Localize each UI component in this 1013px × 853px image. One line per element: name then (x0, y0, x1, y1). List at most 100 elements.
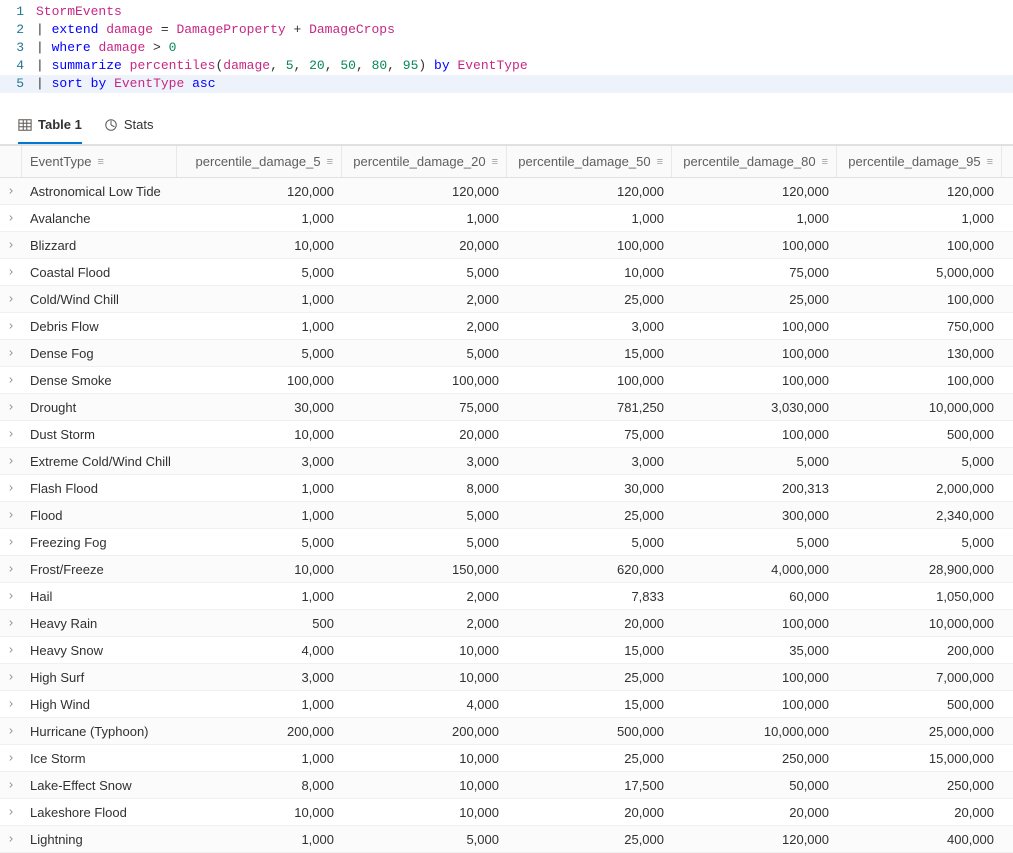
row-expander[interactable] (0, 718, 22, 744)
table-row[interactable]: Avalanche1,0001,0001,0001,0001,000 (0, 205, 1013, 232)
table-row[interactable]: High Surf3,00010,00025,000100,0007,000,0… (0, 664, 1013, 691)
table-row[interactable]: Freezing Fog5,0005,0005,0005,0005,000 (0, 529, 1013, 556)
cell: Lightning (22, 826, 177, 852)
row-expander[interactable] (0, 529, 22, 555)
table-row[interactable]: Hurricane (Typhoon)200,000200,000500,000… (0, 718, 1013, 745)
cell: 5,000 (672, 448, 837, 474)
table-row[interactable]: Cold/Wind Chill1,0002,00025,00025,000100… (0, 286, 1013, 313)
table-row[interactable]: Heavy Rain5002,00020,000100,00010,000,00… (0, 610, 1013, 637)
table-row[interactable]: Drought30,00075,000781,2503,030,00010,00… (0, 394, 1013, 421)
tab-stats-label: Stats (124, 117, 154, 132)
row-expander[interactable] (0, 259, 22, 285)
table-row[interactable]: Coastal Flood5,0005,00010,00075,0005,000… (0, 259, 1013, 286)
code-line[interactable]: 5| sort by EventType asc (0, 75, 1013, 93)
row-expander[interactable] (0, 637, 22, 663)
row-expander[interactable] (0, 340, 22, 366)
table-row[interactable]: Hail1,0002,0007,83360,0001,050,000 (0, 583, 1013, 610)
cell: 35,000 (672, 637, 837, 663)
column-menu-icon[interactable]: ≡ (492, 156, 498, 168)
row-expander[interactable] (0, 772, 22, 798)
query-editor[interactable]: 1StormEvents2| extend damage = DamagePro… (0, 0, 1013, 101)
cell: 10,000 (342, 664, 507, 690)
table-row[interactable]: Heavy Snow4,00010,00015,00035,000200,000 (0, 637, 1013, 664)
row-expander[interactable] (0, 232, 22, 258)
row-expander[interactable] (0, 556, 22, 582)
column-menu-icon[interactable]: ≡ (657, 156, 663, 168)
code-content[interactable]: | where damage > 0 (36, 39, 176, 57)
expander-col (0, 146, 22, 177)
row-expander[interactable] (0, 691, 22, 717)
row-expander[interactable] (0, 313, 22, 339)
row-expander[interactable] (0, 745, 22, 771)
table-row[interactable]: Blizzard10,00020,000100,000100,000100,00… (0, 232, 1013, 259)
table-row[interactable]: Frost/Freeze10,000150,000620,0004,000,00… (0, 556, 1013, 583)
row-expander[interactable] (0, 448, 22, 474)
code-content[interactable]: | extend damage = DamageProperty + Damag… (36, 21, 395, 39)
code-line[interactable]: 2| extend damage = DamageProperty + Dama… (0, 21, 1013, 39)
row-expander[interactable] (0, 475, 22, 501)
column-header[interactable]: percentile_damage_50≡ (507, 146, 672, 177)
stats-icon (104, 118, 118, 132)
column-header[interactable]: percentile_damage_95≡ (837, 146, 1002, 177)
cell: 20,000 (342, 232, 507, 258)
table-row[interactable]: Flood1,0005,00025,000300,0002,340,000 (0, 502, 1013, 529)
column-header[interactable]: percentile_damage_80≡ (672, 146, 837, 177)
row-expander[interactable] (0, 664, 22, 690)
column-menu-icon[interactable]: ≡ (987, 156, 993, 168)
code-line[interactable]: 3| where damage > 0 (0, 39, 1013, 57)
table-row[interactable]: Debris Flow1,0002,0003,000100,000750,000 (0, 313, 1013, 340)
table-row[interactable]: Ice Storm1,00010,00025,000250,00015,000,… (0, 745, 1013, 772)
row-expander[interactable] (0, 502, 22, 528)
tab-stats[interactable]: Stats (104, 115, 154, 144)
line-number: 4 (0, 57, 36, 75)
cell: 3,000 (507, 448, 672, 474)
code-line[interactable]: 1StormEvents (0, 3, 1013, 21)
cell: 3,000 (342, 448, 507, 474)
table-row[interactable]: Extreme Cold/Wind Chill3,0003,0003,0005,… (0, 448, 1013, 475)
cell: 100,000 (672, 421, 837, 447)
cell: 10,000,000 (837, 610, 1002, 636)
table-row[interactable]: Flash Flood1,0008,00030,000200,3132,000,… (0, 475, 1013, 502)
cell: 10,000,000 (837, 394, 1002, 420)
row-expander[interactable] (0, 610, 22, 636)
cell: 5,000 (837, 529, 1002, 555)
row-expander[interactable] (0, 178, 22, 204)
code-content[interactable]: | sort by EventType asc (36, 75, 216, 93)
column-menu-icon[interactable]: ≡ (97, 156, 103, 168)
row-expander[interactable] (0, 205, 22, 231)
cell: 500,000 (837, 691, 1002, 717)
table-row[interactable]: Dense Smoke100,000100,000100,000100,0001… (0, 367, 1013, 394)
cell: 25,000 (507, 502, 672, 528)
column-header[interactable]: EventType≡ (22, 146, 177, 177)
cell: Dense Smoke (22, 367, 177, 393)
code-line[interactable]: 4| summarize percentiles(damage, 5, 20, … (0, 57, 1013, 75)
row-expander[interactable] (0, 286, 22, 312)
row-expander[interactable] (0, 826, 22, 852)
row-expander[interactable] (0, 367, 22, 393)
code-content[interactable]: StormEvents (36, 3, 122, 21)
row-expander[interactable] (0, 421, 22, 447)
column-menu-icon[interactable]: ≡ (822, 156, 828, 168)
tab-table[interactable]: Table 1 (18, 115, 82, 144)
code-content[interactable]: | summarize percentiles(damage, 5, 20, 5… (36, 57, 528, 75)
column-header[interactable]: percentile_damage_20≡ (342, 146, 507, 177)
cell: 100,000 (837, 367, 1002, 393)
row-expander[interactable] (0, 799, 22, 825)
column-menu-icon[interactable]: ≡ (327, 156, 333, 168)
table-row[interactable]: High Wind1,0004,00015,000100,000500,000 (0, 691, 1013, 718)
column-header[interactable]: percentile_damage_5≡ (177, 146, 342, 177)
table-row[interactable]: Dense Fog5,0005,00015,000100,000130,000 (0, 340, 1013, 367)
table-row[interactable]: Astronomical Low Tide120,000120,000120,0… (0, 178, 1013, 205)
table-row[interactable]: Dust Storm10,00020,00075,000100,000500,0… (0, 421, 1013, 448)
row-expander[interactable] (0, 394, 22, 420)
row-expander[interactable] (0, 583, 22, 609)
cell: 1,000 (177, 745, 342, 771)
cell: Dust Storm (22, 421, 177, 447)
cell: Cold/Wind Chill (22, 286, 177, 312)
cell: Avalanche (22, 205, 177, 231)
table-row[interactable]: Lightning1,0005,00025,000120,000400,000 (0, 826, 1013, 853)
table-row[interactable]: Lake-Effect Snow8,00010,00017,50050,0002… (0, 772, 1013, 799)
cell: 10,000 (177, 232, 342, 258)
cell: 28,900,000 (837, 556, 1002, 582)
cell: 100,000 (672, 313, 837, 339)
